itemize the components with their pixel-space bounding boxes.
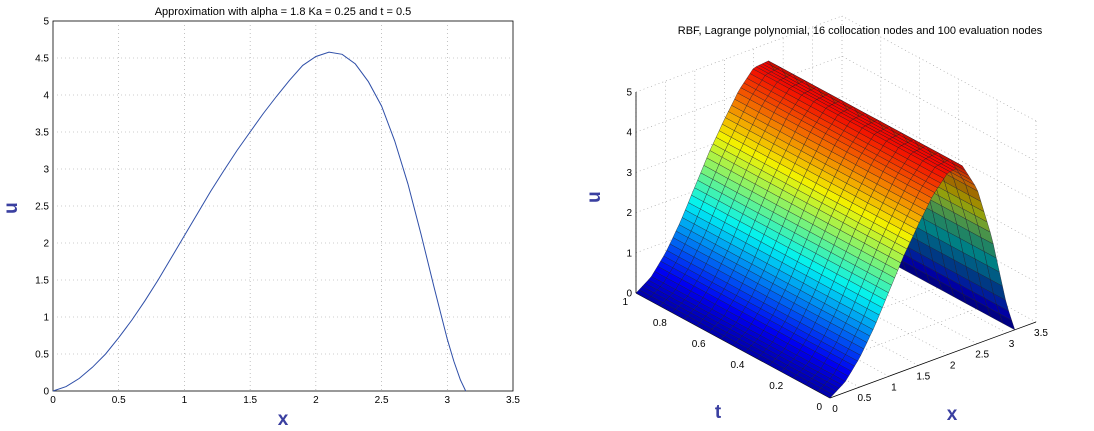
right-x-tick-label: 2.5 bbox=[975, 350, 989, 361]
right-t-ticks: 0 0.2 0.4 0.6 0.8 1 bbox=[622, 297, 822, 413]
right-box-edge bbox=[841, 15, 1037, 122]
right-x-tick-label: 1 bbox=[891, 382, 897, 393]
left-x-axis-label: x bbox=[278, 409, 289, 430]
left-x-tick-label: 1 bbox=[182, 395, 188, 406]
left-x-tick-label: 0.5 bbox=[112, 395, 126, 406]
right-x-tick-label: 1.5 bbox=[916, 371, 930, 382]
surface-patch bbox=[999, 313, 1016, 331]
right-z-tick-label: 3 bbox=[626, 168, 632, 179]
left-y-axis-label: u bbox=[1, 202, 22, 214]
right-z-ticks: 0 1 2 3 4 5 bbox=[626, 88, 632, 300]
left-y-tick-label: 2.5 bbox=[35, 202, 49, 213]
left-x-tick-label: 0 bbox=[50, 395, 56, 406]
left-x-ticks: 0 0.5 1 1.5 2 2.5 3 3.5 bbox=[50, 395, 520, 406]
left-y-tick-label: 4.5 bbox=[35, 54, 49, 65]
left-plot-frame bbox=[52, 20, 514, 392]
right-t-tick-label: 0.8 bbox=[653, 318, 667, 329]
right-t-tick-label: 0.6 bbox=[692, 339, 706, 350]
left-x-tick-label: 2.5 bbox=[375, 395, 389, 406]
left-y-tick-label: 2 bbox=[43, 239, 49, 250]
right-z-tick-label: 4 bbox=[626, 128, 632, 139]
left-plot: 0 0.5 1 1.5 2 2.5 3 3.5 0 0.5 1 1.5 2 2.5 3 3.5 4 4.5 5 A… bbox=[1, 6, 520, 430]
left-title: Approximation with alpha = 1.8 Ka = 0.25… bbox=[155, 6, 412, 18]
left-y-tick-label: 5 bbox=[43, 17, 49, 28]
left-x-tick-label: 1.5 bbox=[243, 395, 257, 406]
right-x-tick-label: 2 bbox=[950, 361, 956, 372]
left-y-tick-label: 4 bbox=[43, 91, 49, 102]
right-t-tick-label: 1 bbox=[622, 297, 628, 308]
right-t-axis-label: t bbox=[715, 402, 722, 423]
right-x-tick-label: 3.5 bbox=[1034, 328, 1048, 339]
left-y-tick-label: 3 bbox=[43, 165, 49, 176]
right-x-tick-label: 0 bbox=[832, 404, 838, 415]
right-t-tick-label: 0 bbox=[816, 402, 822, 413]
right-box-edge bbox=[635, 15, 843, 93]
right-z-tick-label: 5 bbox=[626, 88, 632, 99]
right-x-tick-label: 0.5 bbox=[857, 393, 871, 404]
left-y-tick-label: 1.5 bbox=[35, 276, 49, 287]
right-z-axis-label: u bbox=[584, 191, 605, 203]
surface-mesh bbox=[635, 60, 1016, 399]
right-t-tick-label: 0.2 bbox=[769, 381, 783, 392]
left-x-tick-label: 2 bbox=[313, 395, 319, 406]
left-y-tick-label: 0 bbox=[43, 387, 49, 398]
left-series-line bbox=[52, 51, 467, 392]
right-z-tick-label: 2 bbox=[626, 208, 632, 219]
right-z-tick-label: 0 bbox=[626, 289, 632, 300]
right-x-tick-label: 3 bbox=[1009, 339, 1015, 350]
right-t-tick-label: 0.4 bbox=[730, 360, 744, 371]
right-z-tick-label: 1 bbox=[626, 248, 632, 259]
right-x-axis-label: x bbox=[947, 404, 958, 425]
right-x-ticks: 0 0.5 1 1.5 2 2.5 3 3.5 bbox=[832, 328, 1048, 415]
left-grid bbox=[53, 21, 513, 391]
left-y-tick-label: 1 bbox=[43, 313, 49, 324]
left-y-ticks: 0 0.5 1 1.5 2 2.5 3 3.5 4 4.5 5 bbox=[35, 17, 49, 398]
right-title: RBF, Lagrange polynomial, 16 collocation… bbox=[678, 25, 1043, 37]
left-y-tick-label: 3.5 bbox=[35, 128, 49, 139]
left-y-tick-label: 0.5 bbox=[35, 350, 49, 361]
right-x-axis-line bbox=[829, 321, 1037, 399]
left-x-tick-label: 3 bbox=[445, 395, 451, 406]
left-x-tick-label: 3.5 bbox=[506, 395, 520, 406]
